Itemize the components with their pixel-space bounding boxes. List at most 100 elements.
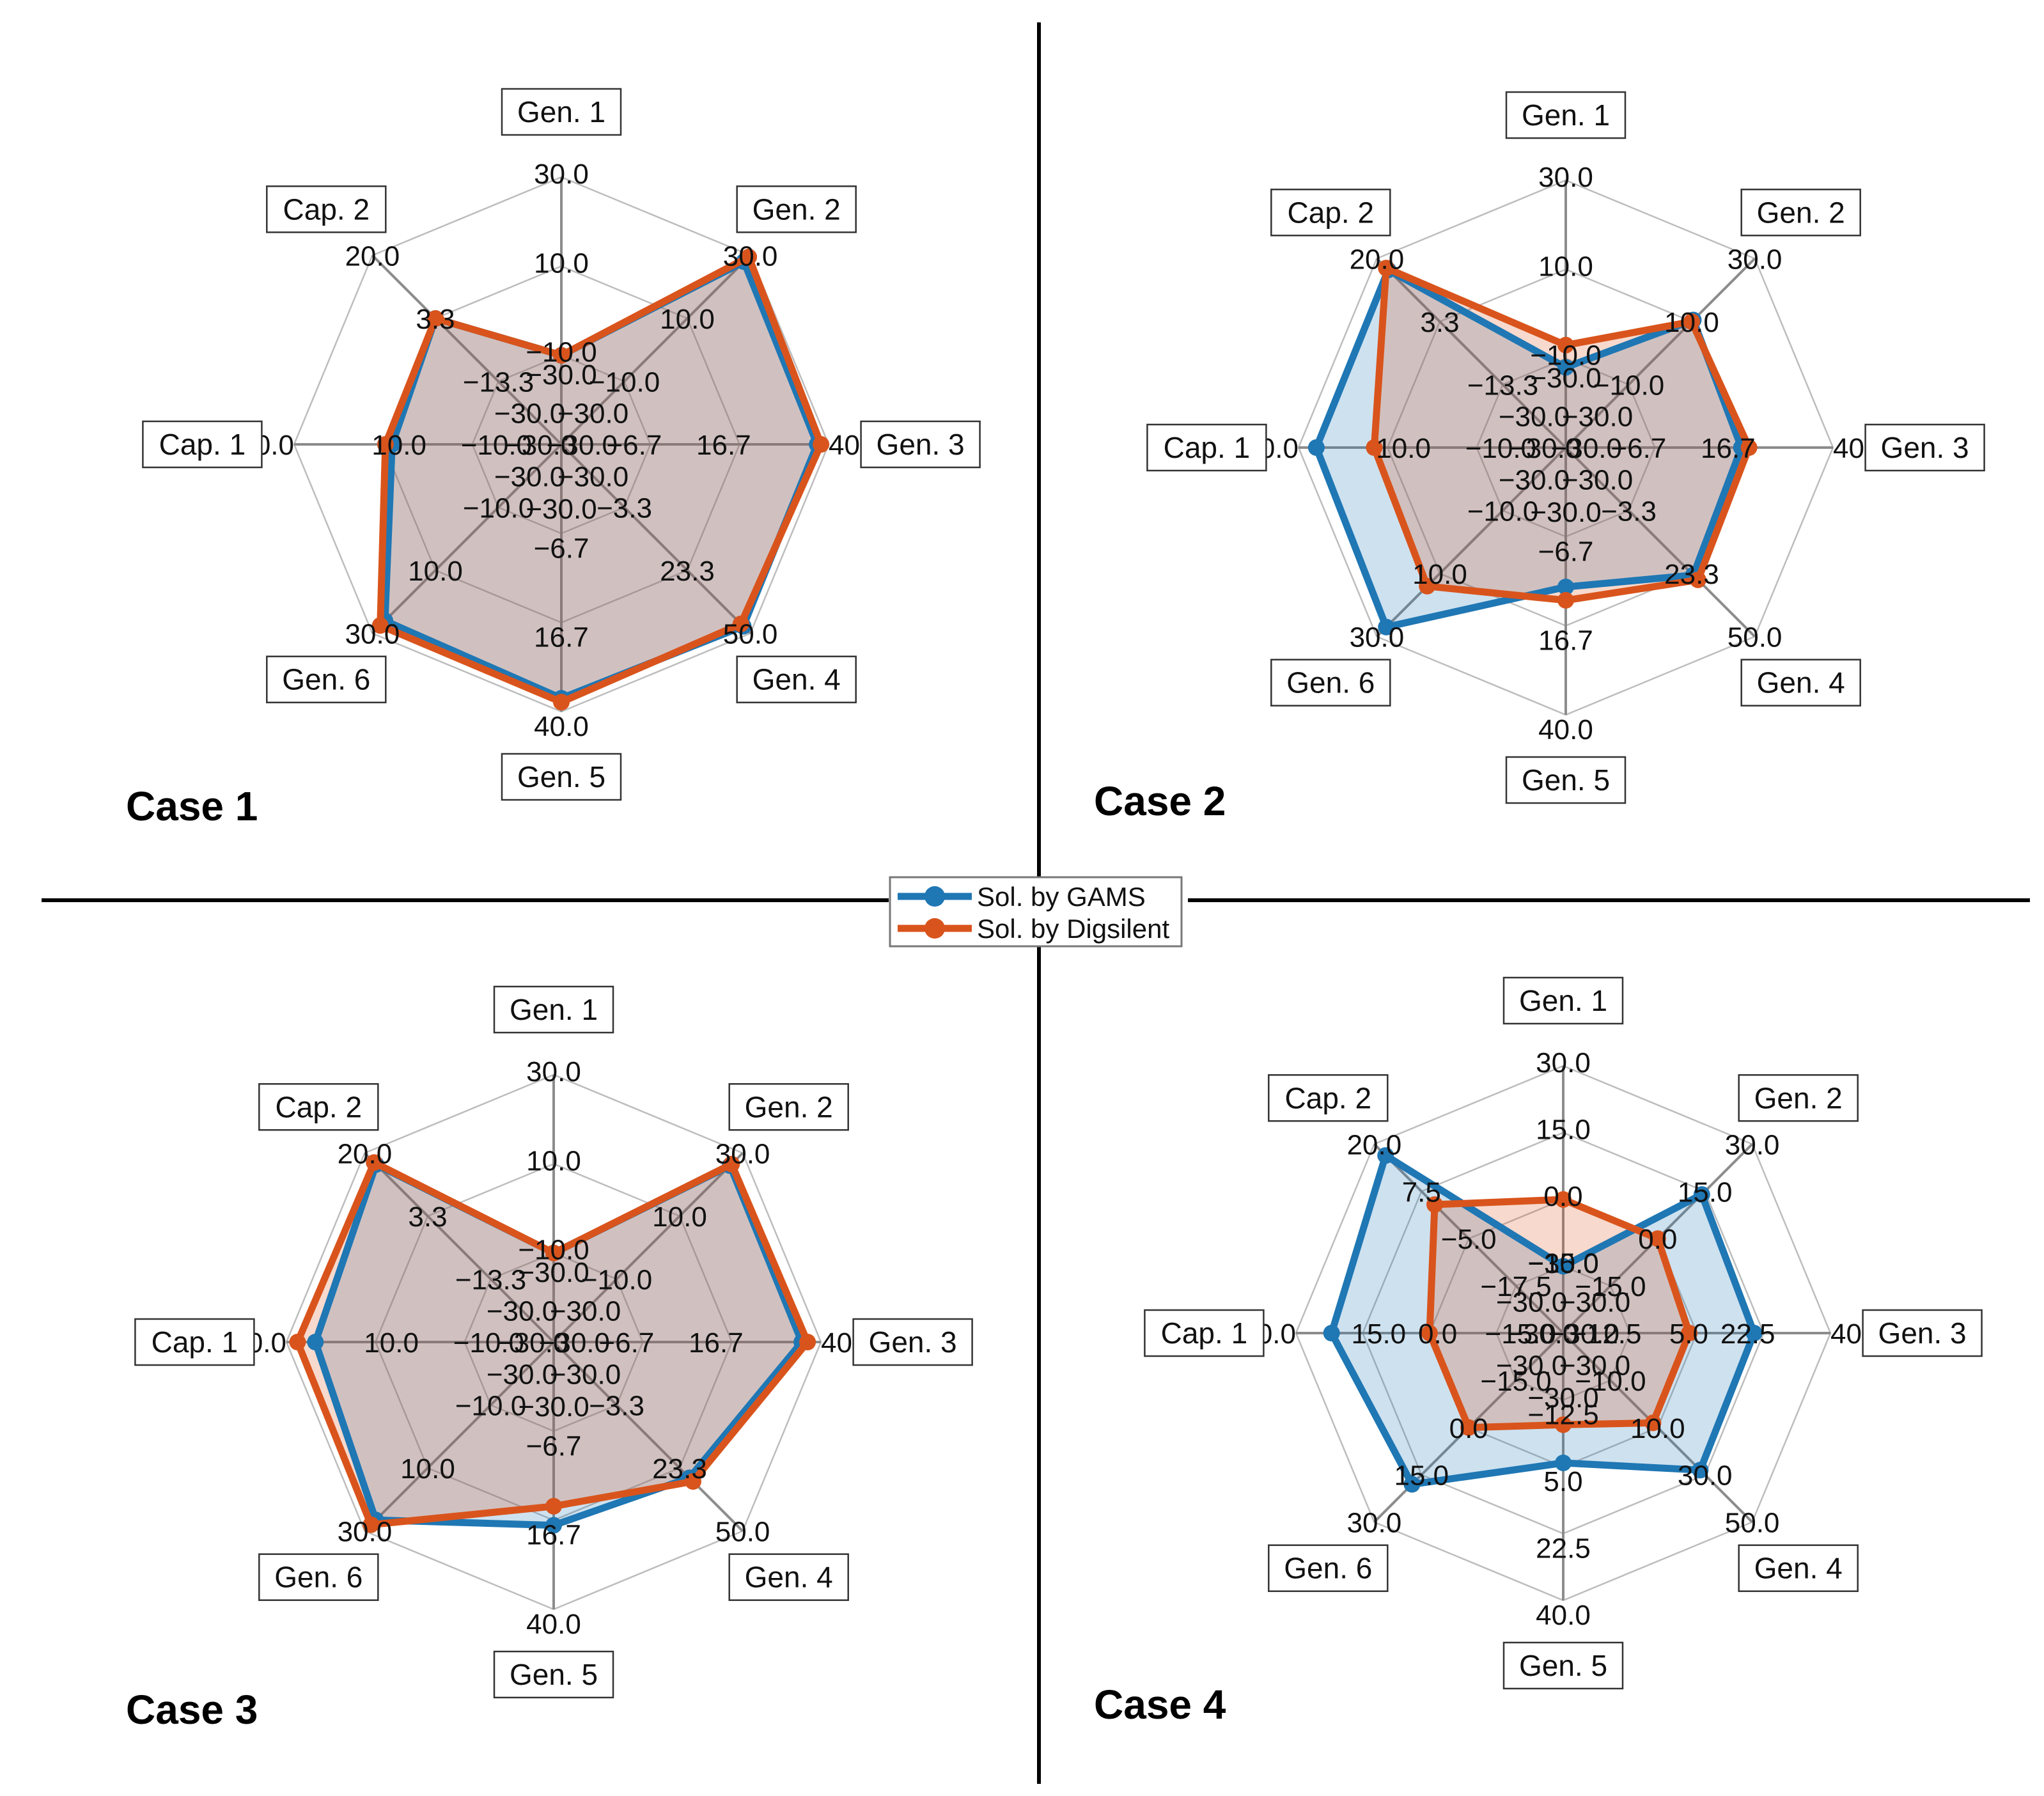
axis-label-box [1268, 1074, 1389, 1122]
tick-label: 10.0 [400, 1453, 455, 1485]
axis-label: Gen. 6 [1284, 1552, 1372, 1585]
series-point-digsilent [1557, 336, 1574, 354]
tick-label: −10.0 [581, 1265, 652, 1296]
axis-label-box [1505, 756, 1627, 804]
tick-label: −30.0 [547, 430, 618, 461]
series-area-digsilent [1374, 268, 1749, 600]
axis-label-box [493, 1650, 614, 1699]
tick-label: 20.0 [1347, 1129, 1402, 1160]
tick-label: −30.0 [1499, 465, 1570, 496]
axis-label-box [1738, 1544, 1859, 1592]
tick-label: 30.0 [715, 1138, 770, 1169]
case-title: Case 3 [126, 1687, 258, 1733]
axis-label: Gen. 6 [274, 1561, 363, 1594]
axis-label: Gen. 6 [282, 663, 370, 696]
tick-label: 30.0 [534, 159, 589, 190]
axis-label: Gen. 3 [1878, 1316, 1967, 1350]
tick-label: −30.0 [1549, 1318, 1619, 1350]
series-point-digsilent [1557, 591, 1574, 609]
tick-label: −10.0 [1593, 370, 1664, 402]
tick-label: −30.0 [1507, 1318, 1578, 1350]
tick-label: −6.7 [526, 1430, 582, 1462]
axis-label: Cap. 1 [159, 428, 246, 461]
axis-spoke [371, 254, 563, 446]
radar-chart-case-1: −30.0−10.010.030.0−30.0−10.010.030.0−30.… [126, 88, 981, 829]
axis-label-box [1740, 659, 1861, 707]
tick-label: −30.0 [1559, 1350, 1630, 1382]
tick-label: −10.0 [1575, 1366, 1646, 1397]
axis-label: Gen. 4 [1754, 1552, 1843, 1585]
axis-label-box [266, 655, 387, 703]
axis-label: Gen. 5 [1519, 1649, 1607, 1682]
tick-label: 30.0 [338, 1517, 393, 1548]
tick-label: 30.0 [345, 619, 400, 650]
tick-label: −10.0 [1530, 340, 1601, 371]
tick-label: −30.0 [487, 1296, 558, 1327]
axis-spoke [552, 1152, 744, 1343]
series-point-digsilent [1555, 1416, 1572, 1433]
tick-label: −30.0 [1527, 1248, 1598, 1279]
tick-label: −6.7 [1538, 536, 1594, 567]
series-point-gams [1307, 439, 1325, 456]
axis-label-box [501, 88, 622, 136]
series-point-gams [1378, 618, 1395, 636]
axis-spoke [560, 443, 752, 635]
tick-label: −30.0 [1496, 1350, 1567, 1382]
axis-label-box [258, 1083, 379, 1131]
tick-label: 30.0 [526, 1056, 581, 1088]
series-point-gams [1557, 359, 1574, 376]
axis-label: Gen. 2 [1754, 1081, 1843, 1114]
axis-label: Gen. 3 [869, 1325, 957, 1359]
axis-spoke [363, 1341, 555, 1533]
tick-label: −10.0 [1467, 496, 1538, 527]
tick-label: −30.0 [1562, 465, 1633, 496]
tick-label: −10.0 [518, 1235, 589, 1266]
series-point-digsilent [1426, 1196, 1443, 1213]
tick-label: −30.0 [526, 494, 597, 525]
tick-label: 50.0 [1728, 622, 1783, 653]
tick-label: 20.0 [1350, 244, 1405, 275]
series-point-digsilent [1419, 577, 1436, 595]
tick-label: 22.5 [1536, 1533, 1591, 1565]
radar-chart-case-2: −30.0−10.010.030.0−30.0−10.010.030.0−30.… [1094, 91, 1985, 824]
tick-label: 16.7 [689, 1327, 744, 1359]
series-point-digsilent [813, 436, 830, 453]
tick-label: 16.7 [1701, 433, 1756, 464]
tick-label: −30.0 [1527, 1382, 1598, 1414]
tick-label: 30.0 [1678, 1460, 1733, 1492]
axis-label-box [736, 185, 857, 233]
series-point-digsilent [366, 1154, 383, 1171]
series-point-digsilent [553, 694, 570, 711]
series-point-digsilent [371, 617, 389, 634]
axis-label-box [134, 1318, 255, 1366]
series-point-digsilent [1378, 260, 1395, 277]
axis-label-box [1146, 423, 1267, 472]
legend-item-digsilent: Sol. by Digsilent [898, 914, 1169, 944]
tick-label: 23.3 [660, 556, 715, 587]
series-area-gams [385, 262, 818, 699]
axis-label-box [258, 1553, 379, 1601]
tick-label: −30.0 [1562, 402, 1633, 433]
series-point-digsilent [377, 436, 394, 453]
axis-label-box [860, 420, 981, 469]
case-title: Case 2 [1094, 778, 1226, 824]
tick-label: −15.0 [1527, 1248, 1598, 1279]
axis-label: Gen. 3 [1881, 431, 1969, 464]
tick-label: 23.3 [1664, 559, 1719, 590]
tick-label: −15.0 [1485, 1318, 1556, 1350]
tick-label: −6.7 [534, 533, 589, 564]
tick-label: −10.0 [455, 1391, 526, 1422]
series-point-digsilent [545, 1497, 562, 1515]
tick-label: −10.0 [461, 430, 532, 461]
axis-label-box [1505, 91, 1627, 139]
tick-label: −3.3 [1601, 496, 1657, 527]
tick-label: 0.0 [1418, 1318, 1457, 1350]
axis-label-box [728, 1553, 849, 1601]
tick-label: −30.0 [1559, 1287, 1630, 1318]
tick-label: 7.5 [1402, 1176, 1441, 1208]
tick-label: 50.0 [1725, 1508, 1780, 1539]
series-area-gams [1316, 270, 1742, 627]
tick-label: 10.0 [364, 1327, 419, 1359]
tick-label: −30.0 [487, 1359, 558, 1391]
